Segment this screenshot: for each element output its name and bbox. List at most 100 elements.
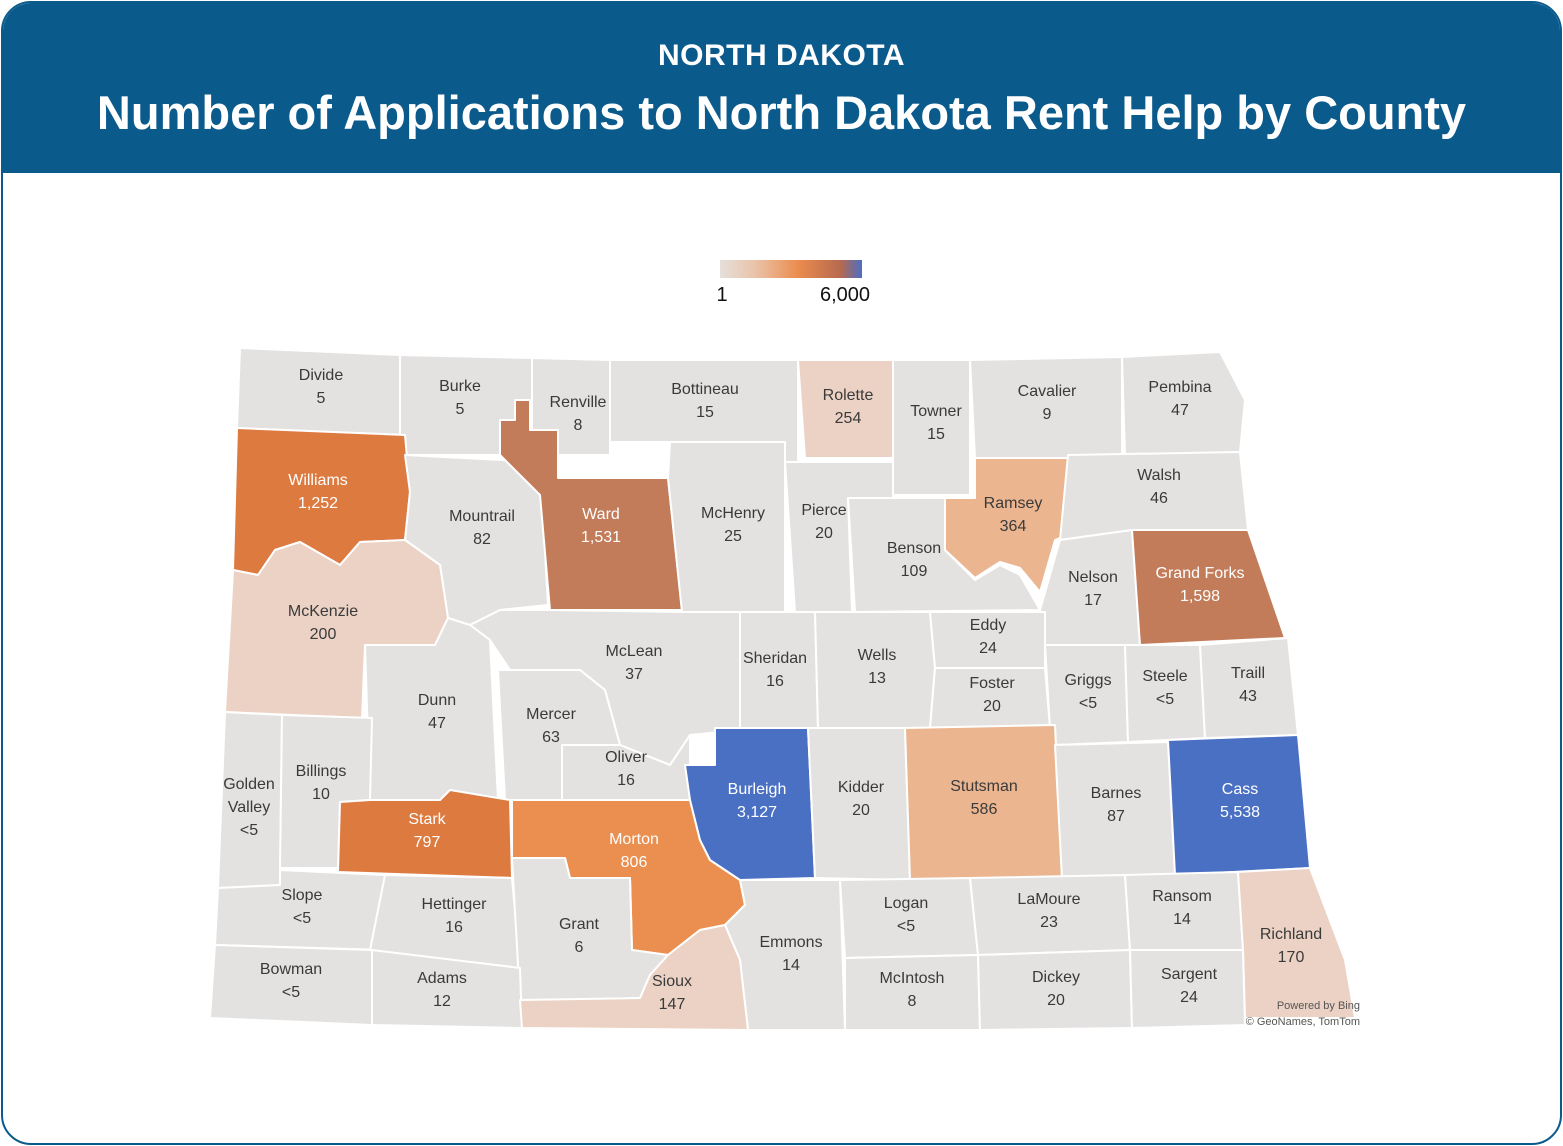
county-dickey [977,949,1133,1031]
header-banner: NORTH DAKOTA Number of Applications to N… [3,3,1560,173]
color-legend: 1 6,000 [716,258,888,308]
county-name-richland: Richland [1260,926,1322,943]
county-value-sheridan: 16 [766,673,784,690]
county-mchenry [667,441,786,613]
county-value-nelson: 17 [1084,592,1102,609]
credit-copyright: © GeoNames, TomTom [1245,1016,1360,1028]
county-value-williams: 1,252 [298,495,338,512]
county-name-mercer: Mercer [526,706,576,723]
county-value-oliver: 16 [617,772,635,789]
county-value-divide: 5 [317,390,326,407]
legend-min-label: 1 [716,284,728,306]
state-label: NORTH DAKOTA [657,39,906,72]
county-name-ward: Ward [582,506,620,523]
county-name-billings: Billings [296,763,347,780]
county-name-oliver: Oliver [605,749,647,766]
county-name-griggs: Griggs [1064,672,1111,689]
county-value-traill: 43 [1239,688,1257,705]
county-value-pembina: 47 [1171,402,1189,419]
county-name-slope: Slope [282,887,323,904]
county-name-hettinger: Hettinger [422,896,488,913]
county-pembina [1121,351,1246,456]
county-value-mercer: 63 [542,729,560,746]
county-value-burke: 5 [456,401,465,418]
county-value-renville: 8 [574,417,583,434]
county-name-eddy: Eddy [970,617,1006,634]
county-name-golden-valley: Valley [228,799,270,816]
county-value-morton: 806 [621,854,648,871]
county-name-pierce: Pierce [801,502,846,519]
county-mckenzie [224,539,449,719]
county-name-mchenry: McHenry [701,505,765,522]
county-name-logan: Logan [884,895,929,912]
county-name-golden-valley: Golden [223,776,275,793]
county-dunn [364,617,499,801]
county-value-foster: 20 [983,698,1001,715]
county-name-mckenzie: McKenzie [288,603,358,620]
county-value-rolette: 254 [835,410,862,427]
legend-max-label: 6,000 [820,284,871,306]
county-value-pierce: 20 [815,525,833,542]
county-value-walsh: 46 [1150,490,1168,507]
county-value-griggs: <5 [1079,695,1097,712]
county-value-golden-valley: <5 [240,822,258,839]
county-value-ransom: 14 [1173,911,1191,928]
county-value-logan: <5 [897,918,915,935]
county-value-benson: 109 [901,563,928,580]
county-name-mclean: McLean [606,643,663,660]
county-name-stutsman: Stutsman [950,778,1018,795]
county-value-dickey: 20 [1047,992,1065,1009]
county-sheridan [739,611,819,731]
county-name-dunn: Dunn [418,692,456,709]
county-stark [337,789,513,879]
county-value-towner: 15 [927,426,945,443]
county-value-wells: 13 [868,670,886,687]
county-name-steele: Steele [1142,668,1187,685]
county-value-burleigh: 3,127 [737,804,777,821]
county-name-nelson: Nelson [1068,569,1118,586]
county-nelson [1039,529,1141,646]
county-value-lamoure: 23 [1040,914,1058,931]
county-name-wells: Wells [858,647,897,664]
county-value-steele: <5 [1156,691,1174,708]
county-value-kidder: 20 [852,802,870,819]
county-value-hettinger: 16 [445,919,463,936]
county-name-mcintosh: McIntosh [880,970,945,987]
county-value-mckenzie: 200 [310,626,337,643]
county-richland [1237,867,1356,1019]
county-name-ransom: Ransom [1152,888,1212,905]
county-name-walsh: Walsh [1137,467,1181,484]
county-rolette [797,359,894,459]
county-name-mountrail: Mountrail [449,508,515,525]
county-value-grand-forks: 1,598 [1180,588,1220,605]
county-name-traill: Traill [1231,665,1265,682]
county-name-grant: Grant [559,916,600,933]
county-towner [892,359,971,496]
county-value-cass: 5,538 [1220,804,1260,821]
county-name-rolette: Rolette [823,387,874,404]
county-name-grand-forks: Grand Forks [1156,565,1245,582]
county-value-mclean: 37 [625,666,643,683]
county-name-morton: Morton [609,831,659,848]
county-value-billings: 10 [312,786,330,803]
county-name-bottineau: Bottineau [671,381,739,398]
county-value-mountrail: 82 [473,531,491,548]
county-name-cass: Cass [1222,781,1258,798]
credit-powered-by: Powered by Bing [1276,1000,1360,1012]
county-value-bottineau: 15 [696,404,714,421]
county-value-ramsey: 364 [1000,518,1027,535]
county-value-stark: 797 [414,834,441,851]
county-name-dickey: Dickey [1032,969,1080,986]
county-value-sioux: 147 [659,996,686,1013]
county-sioux [519,924,749,1031]
county-value-barnes: 87 [1107,808,1125,825]
county-name-benson: Benson [887,540,941,557]
county-name-burke: Burke [439,378,481,395]
county-value-richland: 170 [1278,949,1305,966]
county-sargent [1129,949,1246,1029]
county-value-eddy: 24 [979,640,997,657]
county-name-towner: Towner [910,403,962,420]
county-name-emmons: Emmons [759,934,822,951]
county-value-bowman: <5 [282,984,300,1001]
